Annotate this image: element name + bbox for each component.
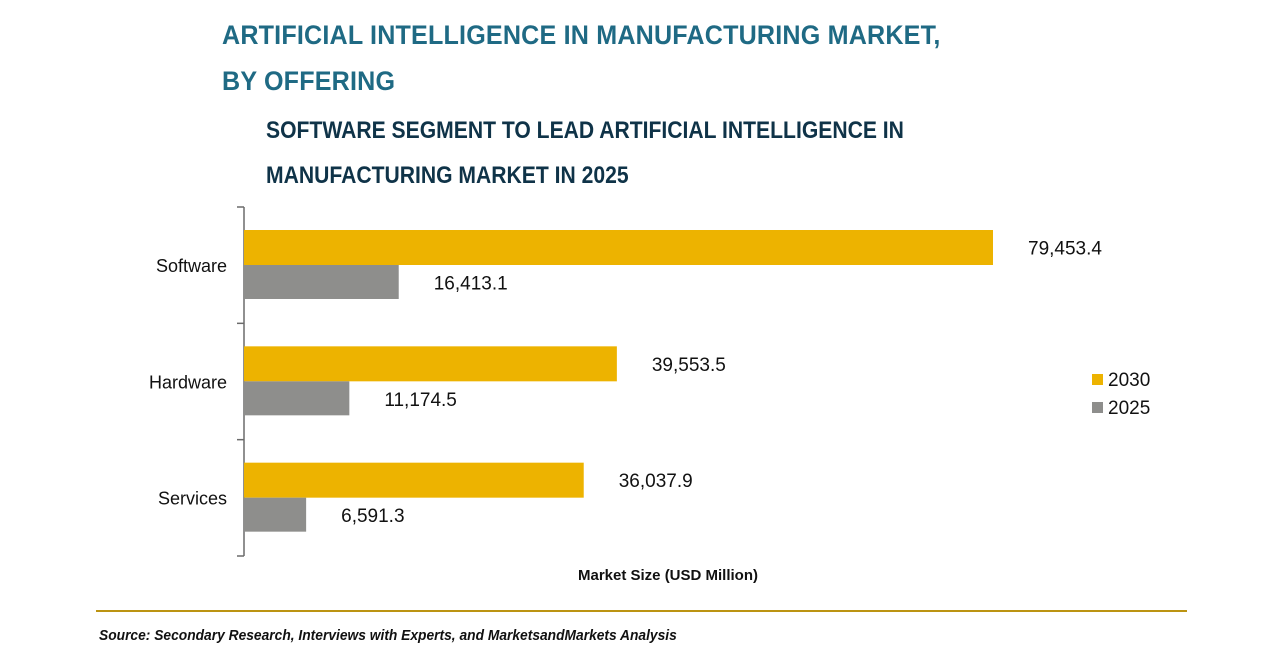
chart-subtitle-line-2: MANUFACTURING MARKET IN 2025	[266, 162, 629, 189]
bar-hardware-2030	[244, 346, 617, 382]
legend-label-2025: 2025	[1108, 398, 1150, 419]
category-label-software: Software	[156, 256, 227, 276]
chart-subtitle-line-1: SOFTWARE SEGMENT TO LEAD ARTIFICIAL INTE…	[266, 117, 904, 144]
data-label-software-2030: 79,453.4	[1028, 239, 1102, 260]
bar-software-2025	[244, 265, 399, 299]
data-label-services-2030: 36,037.9	[619, 471, 693, 492]
legend-label-2030: 2030	[1108, 370, 1150, 391]
x-axis-label: Market Size (USD Million)	[578, 567, 758, 584]
chart-subtitle: SOFTWARE SEGMENT TO LEAD ARTIFICIAL INTE…	[266, 108, 904, 198]
category-label-hardware: Hardware	[149, 372, 227, 392]
bar-services-2030	[244, 462, 584, 498]
bar-software-2030	[244, 230, 993, 265]
legend-swatch-2025	[1092, 402, 1103, 413]
data-label-services-2025: 6,591.3	[341, 506, 404, 527]
bar-services-2025	[244, 497, 307, 532]
chart-title: ARTIFICIAL INTELLIGENCE IN MANUFACTURING…	[222, 12, 940, 104]
data-label-hardware-2030: 39,553.5	[652, 355, 726, 376]
source-note: Source: Secondary Research, Interviews w…	[99, 627, 677, 644]
data-label-hardware-2025: 11,174.5	[384, 390, 457, 411]
bar-hardware-2025	[244, 381, 350, 416]
legend-swatch-2030	[1092, 374, 1103, 385]
footer-divider	[96, 610, 1187, 612]
chart-title-line-1: ARTIFICIAL INTELLIGENCE IN MANUFACTURING…	[222, 20, 941, 50]
chart-title-line-2: BY OFFERING	[222, 66, 396, 96]
data-label-software-2025: 16,413.1	[434, 274, 508, 295]
category-label-services: Services	[158, 489, 227, 509]
